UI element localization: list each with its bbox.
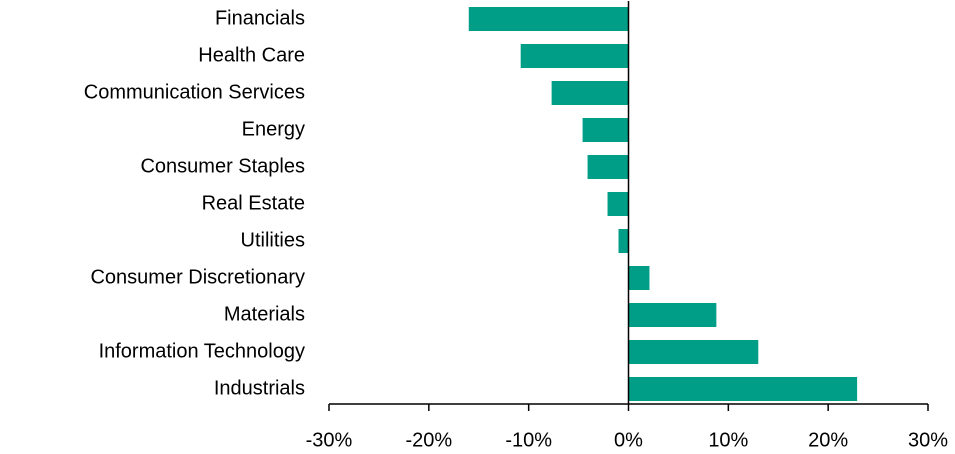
y-tick-label: Health Care (198, 44, 305, 66)
bar (628, 340, 759, 364)
y-tick-label: Consumer Staples (140, 155, 305, 177)
bar (628, 266, 650, 290)
y-tick-label: Industrials (214, 377, 305, 399)
bar (628, 303, 717, 327)
y-tick-label: Real Estate (202, 192, 305, 214)
y-tick-label: Information Technology (99, 340, 305, 362)
x-tick-label: -30% (306, 429, 353, 451)
bar (587, 155, 629, 179)
x-tick-label: 0% (614, 429, 643, 451)
x-tick-label: 30% (908, 429, 948, 451)
bar (551, 81, 629, 105)
bar (520, 44, 629, 68)
x-tick-label: -20% (405, 429, 452, 451)
y-tick-label: Utilities (241, 229, 305, 251)
x-tick-label: 20% (808, 429, 848, 451)
bar (618, 229, 629, 253)
bar (582, 118, 629, 142)
x-tick-label: 10% (708, 429, 748, 451)
x-tick-label: -10% (505, 429, 552, 451)
y-tick-label: Communication Services (84, 81, 305, 103)
bar (628, 377, 858, 401)
bar (607, 192, 629, 216)
bar (468, 7, 629, 31)
y-tick-label: Materials (224, 303, 305, 325)
y-tick-label: Financials (215, 7, 305, 29)
y-tick-label: Energy (242, 118, 305, 140)
y-tick-label: Consumer Discretionary (90, 266, 305, 288)
